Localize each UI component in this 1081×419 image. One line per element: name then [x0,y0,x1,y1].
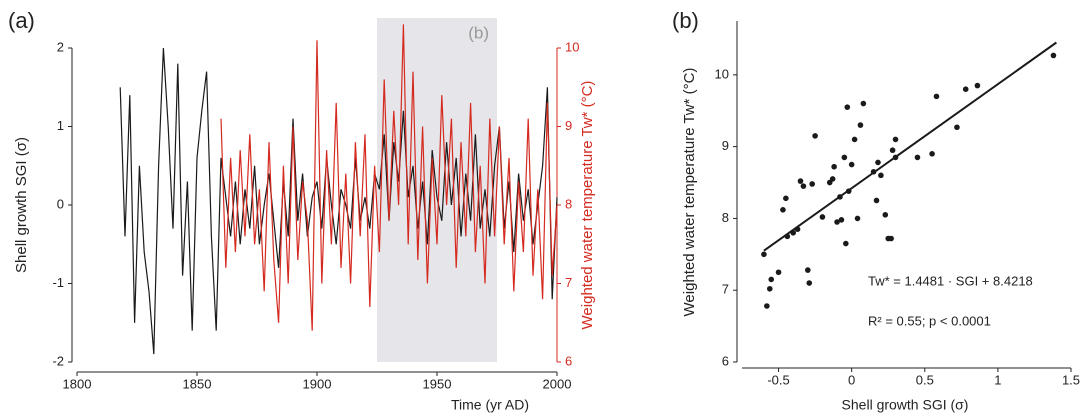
y-axis-label: Shell growth SGI (σ) [13,137,30,273]
scatter-point [954,124,960,131]
x-tick-label: 1950 [423,376,452,391]
scatter-point [843,240,849,247]
scatter-point [806,280,813,286]
x-tick-label: -0.5 [767,372,789,387]
x-tick-label: 1900 [303,376,332,391]
scatter-point [889,147,896,154]
scatter-point [783,195,789,202]
scatter-point [929,151,935,157]
x-tick-label: 1800 [63,376,92,391]
y-tick-label: -2 [52,353,64,368]
y-axis-label: Weighted water temperature Tw* (°C) [681,68,698,317]
scatter-point [1050,52,1057,59]
y2-tick-label: 6 [565,353,572,368]
y-tick-label: 10 [715,66,729,81]
x-axis-label: Time (yr AD) [451,397,529,413]
scatter-point [844,104,851,110]
scatter-point [838,217,845,223]
x-tick-label: 1.5 [1062,372,1080,387]
y2-tick-label: 7 [565,275,572,290]
scatter-point [860,100,867,107]
scatter-point [800,183,807,189]
x-tick-label: 1 [994,372,1001,387]
annotation: R² = 0.55; p < 0.0001 [868,313,991,328]
scatter-point [857,122,864,128]
scatter-point [851,136,858,143]
scatter-point [882,212,889,218]
scatter-point [873,197,880,204]
scatter-point [768,276,775,283]
region-label: (b) [468,23,489,42]
y2-tick-label: 8 [565,196,572,211]
scatter-point [775,269,782,276]
y-tick-label: 7 [722,282,729,297]
scatter-point [829,176,836,182]
panel-label: (b) [672,8,699,33]
scatter-point [834,219,840,225]
scatter-point [812,133,818,139]
scatter-point [848,161,855,168]
y-tick-label: 6 [722,353,729,368]
regression-line [763,41,1057,252]
panel-label: (a) [8,8,35,33]
y-tick-label: -1 [52,275,64,290]
annotation: Tw* = 1.4481 · SGI + 8.4218 [868,273,1033,288]
series-line [220,24,558,331]
x-tick-label: 2000 [543,376,572,391]
scatter-point [819,214,826,220]
scatter-point [974,82,981,89]
x-axis-label: Shell growth SGI (σ) [842,397,969,413]
scatter-point [766,285,773,292]
y-tick-label: 9 [722,138,729,153]
y-tick-label: 2 [57,39,64,54]
scatter-point [805,267,811,273]
scatter-point [797,178,804,184]
scatter-point [780,207,786,213]
y-tick-label: 1 [57,118,64,133]
scatter-point [764,303,770,309]
y2-tick-label: 10 [565,39,579,54]
x-tick-label: 0.5 [916,372,934,387]
scatter-point [933,93,940,100]
scatter-point [854,215,861,222]
y-tick-label: 8 [722,210,729,225]
scatter-point [831,163,837,170]
y2-tick-label: 9 [565,118,572,133]
scatter-point [878,172,884,179]
x-tick-label: 0 [848,372,855,387]
y2-axis-label: Weighted water temperature Tw* (°C) [579,81,596,330]
scatter-point [841,154,848,161]
scatter-point [892,136,899,143]
series-line [119,47,558,355]
scatter-point [914,154,921,161]
scatter-point [809,181,815,187]
scatter-point [888,235,894,242]
scatter-point [761,251,767,258]
highlight-region [377,18,497,362]
scatter-point [875,159,881,166]
scatter-point [962,86,969,92]
y-tick-label: 0 [57,196,64,211]
x-tick-label: 1850 [183,376,212,391]
